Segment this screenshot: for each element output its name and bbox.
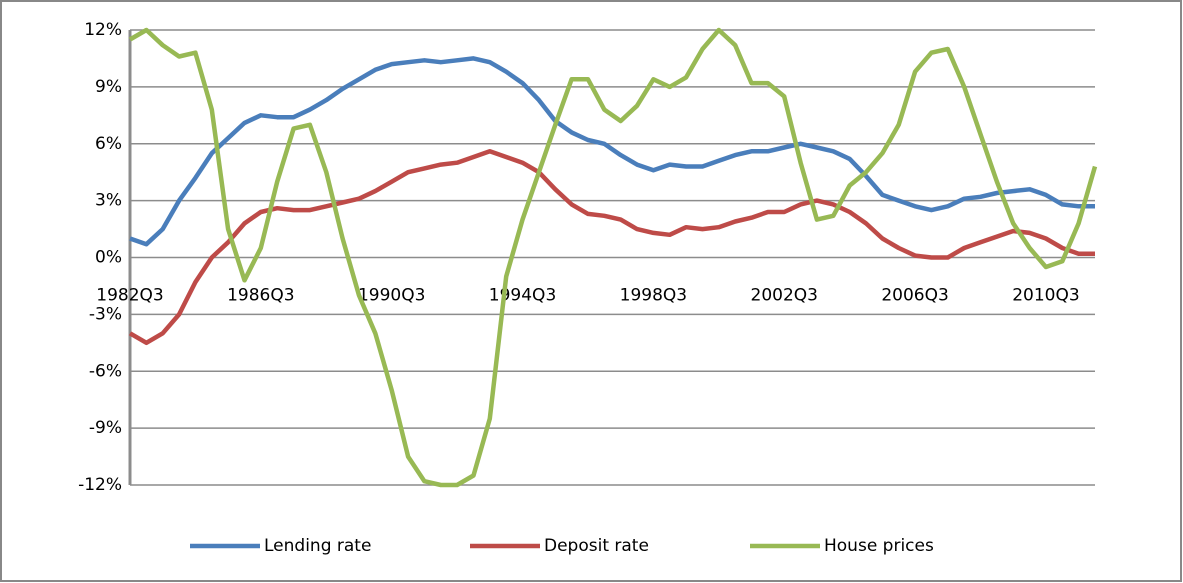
x-tick-label: 1990Q3 xyxy=(358,286,425,306)
y-tick-label: 12% xyxy=(84,20,122,40)
series-line xyxy=(128,27,1098,488)
legend-label: Lending rate xyxy=(264,536,371,556)
y-tick-label: -6% xyxy=(89,361,122,381)
x-tick-label: 2006Q3 xyxy=(881,286,948,306)
y-tick-label: 3% xyxy=(95,191,122,211)
y-tick-label: 9% xyxy=(95,77,122,97)
legend-label: Deposit rate xyxy=(544,536,649,556)
x-tick-label: 2002Q3 xyxy=(751,286,818,306)
x-tick-label: 1998Q3 xyxy=(620,286,687,306)
y-tick-label: -9% xyxy=(89,418,122,438)
legend-label: House prices xyxy=(824,536,934,556)
y-tick-label: -3% xyxy=(89,304,122,324)
series-line xyxy=(129,56,1095,247)
y-tick-label: 6% xyxy=(95,134,122,154)
y-tick-label: 0% xyxy=(95,248,122,268)
x-tick-label: 2010Q3 xyxy=(1012,286,1079,306)
x-tick-label: 1982Q3 xyxy=(96,286,163,306)
x-tick-label: 1986Q3 xyxy=(227,286,294,306)
x-tick-label: 1994Q3 xyxy=(489,286,556,306)
series-line xyxy=(128,149,1095,346)
y-tick-label: -12% xyxy=(78,475,122,495)
